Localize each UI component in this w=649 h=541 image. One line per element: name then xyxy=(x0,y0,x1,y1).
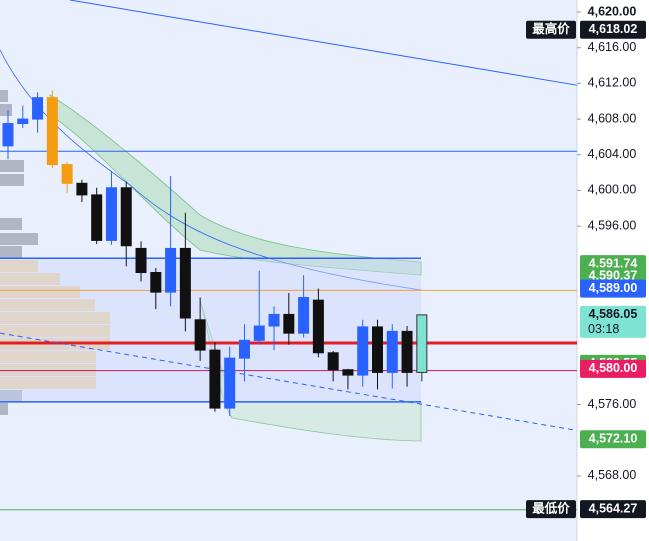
y-tick-label: 4,600.00 xyxy=(588,183,637,197)
price-label-box xyxy=(580,500,646,519)
candle xyxy=(76,179,88,203)
candle-body xyxy=(61,164,73,184)
candle-body xyxy=(312,299,324,354)
candle-body xyxy=(372,326,383,373)
price-label-box xyxy=(580,359,646,378)
price-label: 4,572.10 xyxy=(589,432,638,446)
candle-body xyxy=(105,187,117,241)
candle-body xyxy=(253,325,265,341)
candle xyxy=(46,90,58,169)
candle-body xyxy=(386,330,398,373)
candle xyxy=(105,170,117,245)
candle-body xyxy=(2,123,14,147)
candle-body xyxy=(283,313,295,334)
trend-line xyxy=(69,0,578,86)
price-tag-box xyxy=(526,20,576,39)
y-tick-label: 4,596.00 xyxy=(588,218,637,232)
price-label-box xyxy=(580,279,646,298)
y-tick-label: 4,604.00 xyxy=(588,147,637,161)
candle-body xyxy=(165,247,177,293)
candle xyxy=(150,268,162,310)
candle-body xyxy=(120,187,132,247)
price-label: 4,589.00 xyxy=(589,281,638,295)
candle-body xyxy=(327,352,339,371)
candle-body xyxy=(46,97,58,166)
price-label: 4,564.27 xyxy=(589,501,638,515)
y-tick-label: 4,568.00 xyxy=(588,468,637,482)
price-tag: 最低价 xyxy=(532,500,570,515)
candle-body xyxy=(209,349,221,409)
ma-band xyxy=(0,49,422,442)
candle xyxy=(386,324,398,389)
candle xyxy=(135,241,147,282)
candle xyxy=(194,297,206,361)
candle xyxy=(91,187,103,244)
price-label-box xyxy=(580,430,646,449)
candle xyxy=(312,288,324,358)
price-label-box xyxy=(580,20,646,39)
candle xyxy=(120,181,132,267)
candle xyxy=(416,314,428,382)
candle-body xyxy=(238,339,250,359)
price-tag-box xyxy=(526,500,576,519)
price-label: 4,586.05 xyxy=(589,307,638,321)
candle-body xyxy=(342,369,354,376)
price-label-box xyxy=(580,305,646,338)
candle xyxy=(224,346,236,417)
candle xyxy=(2,110,14,160)
candle-body xyxy=(76,182,88,196)
candle-body xyxy=(135,247,147,274)
candle xyxy=(17,105,29,129)
price-label: 4,590.37 xyxy=(589,269,638,283)
y-tick-label: 4,620.00 xyxy=(588,4,637,18)
candle xyxy=(372,319,383,390)
y-tick-label: 4,608.00 xyxy=(588,111,637,125)
candle xyxy=(238,324,250,382)
price-label: 4,580.00 xyxy=(589,361,638,375)
candle-body xyxy=(179,247,191,319)
price-label: 4,618.02 xyxy=(589,22,638,36)
candle xyxy=(298,275,310,338)
candle-body xyxy=(224,357,236,409)
price-label: 4,591.74 xyxy=(589,256,638,270)
candle xyxy=(327,351,339,382)
candle xyxy=(342,368,354,390)
candle-body xyxy=(416,314,428,373)
candle xyxy=(357,319,369,387)
candle xyxy=(32,92,44,133)
y-tick-label: 4,576.00 xyxy=(588,397,637,411)
candle-body xyxy=(17,118,29,125)
y-tick-label: 4,612.00 xyxy=(588,76,637,90)
price-tag: 最高价 xyxy=(532,21,570,36)
candle-body xyxy=(194,319,206,351)
plot-background xyxy=(0,0,577,541)
candle-body xyxy=(401,330,413,373)
candle xyxy=(268,306,280,351)
price-label-time: 03:18 xyxy=(588,322,619,336)
candle-body xyxy=(268,313,280,327)
candle xyxy=(283,293,295,345)
candle-body xyxy=(150,272,162,293)
candle-body xyxy=(298,296,310,334)
candle-body xyxy=(91,194,103,241)
y-tick-label: 4,616.00 xyxy=(588,40,637,54)
candle-body xyxy=(32,97,44,120)
candle xyxy=(253,270,265,345)
candle xyxy=(209,342,221,412)
candle xyxy=(179,212,191,332)
candle xyxy=(165,176,177,307)
volume-profile xyxy=(0,90,110,415)
trend-line xyxy=(0,332,578,431)
candle xyxy=(61,161,73,194)
candle-body xyxy=(357,326,369,376)
candle xyxy=(401,326,413,387)
